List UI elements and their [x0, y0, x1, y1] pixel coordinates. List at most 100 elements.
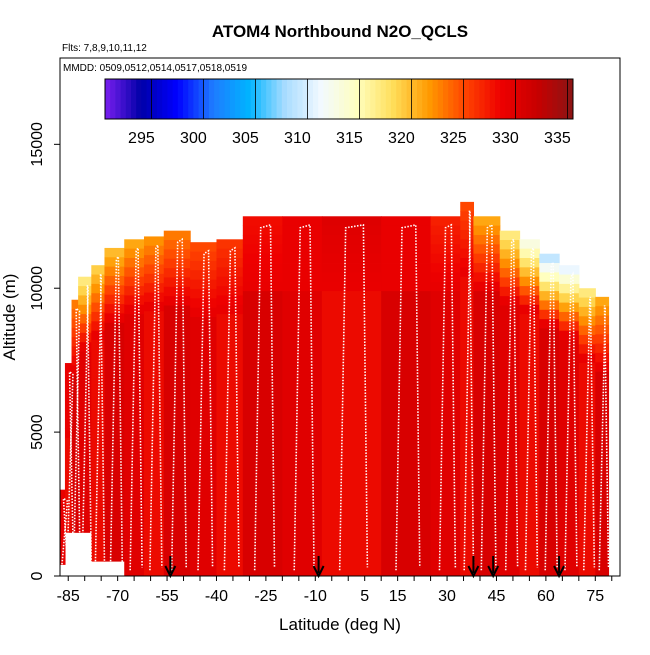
heatmap-cell: [60, 536, 66, 547]
heatmap-cell: [595, 296, 610, 307]
x-axis: -85 -70 -55 -40 -25 -10 5 15 30 45 60 75: [57, 576, 613, 605]
heatmap-cell: [64, 391, 73, 401]
heatmap-cell: [519, 276, 540, 287]
colorbar-segment: [115, 79, 122, 119]
heatmap-cell: [104, 275, 125, 286]
heatmap-cell: [321, 244, 382, 255]
colorbar-segment: [209, 79, 215, 119]
heatmap-cell: [124, 304, 145, 315]
flight-profile-layer: [60, 210, 610, 571]
colorbar-segment: [250, 79, 257, 119]
colorbar-segment: [240, 79, 246, 119]
colorbar-segment: [307, 79, 314, 119]
heatmap-cell: [559, 293, 580, 304]
heatmap-cell: [460, 239, 475, 250]
heatmap-cell: [282, 263, 323, 273]
heatmap-cell: [321, 234, 382, 245]
heatmap-cell: [71, 327, 79, 338]
heatmap-cell: [91, 321, 106, 332]
heatmap-cell: [559, 283, 580, 294]
colorbar-segment: [287, 79, 293, 119]
heatmap-cell: [242, 244, 283, 255]
heatmap-cell: [595, 362, 610, 373]
heatmap-cell: [539, 328, 560, 576]
colorbar-segment: [437, 79, 444, 119]
heatmap-cell: [144, 283, 165, 293]
colorbar-segment: [391, 79, 397, 119]
heatmap-cell: [321, 272, 382, 283]
colorbar-segment: [136, 79, 142, 119]
plot-frame: [59, 57, 621, 577]
heatmap-cell: [91, 311, 106, 322]
colorbar-segment: [484, 79, 491, 119]
heatmap-cell: [242, 253, 283, 264]
flight-profile-trace: [463, 210, 475, 571]
heatmap-cell: [321, 216, 382, 227]
heatmap-cell: [144, 236, 165, 247]
colorbar-segment: [131, 79, 137, 119]
heatmap-cell: [190, 307, 218, 318]
heatmap-cell: [499, 296, 521, 306]
y-tick-label: 0: [29, 571, 46, 580]
heatmap-cell: [539, 291, 560, 301]
heatmap-cell: [595, 334, 610, 345]
colorbar-segment: [271, 79, 278, 119]
heatmap-cell: [163, 296, 191, 306]
heatmap-cell: [78, 304, 92, 315]
heatmap-cell: [64, 400, 73, 411]
heatmap-cell: [78, 314, 92, 324]
flight-profile-trace: [253, 223, 276, 571]
heatmap-cell: [519, 314, 540, 576]
colorbar-segment: [323, 79, 330, 119]
colorbar-segment: [141, 79, 148, 119]
heatmap-cell: [78, 295, 92, 306]
colorbar-segment: [536, 79, 543, 119]
heatmap-cell: [473, 216, 501, 227]
heatmap-cell: [321, 281, 382, 292]
heatmap-cell: [460, 211, 475, 221]
heatmap-cell: [539, 281, 560, 292]
colorbar-segment: [443, 79, 449, 119]
colorbar-tick-label: 295: [128, 130, 155, 147]
heatmap-cell: [473, 253, 501, 264]
heatmap-cell: [519, 258, 540, 268]
colorbar-segment: [177, 79, 184, 119]
heatmap-cell: [216, 314, 244, 576]
heatmap-cell: [91, 283, 106, 294]
heatmap-cell: [381, 291, 432, 576]
heatmap-layer: [60, 201, 610, 576]
flight-profile-trace: [170, 237, 188, 571]
colorbar-segment: [380, 79, 387, 119]
heatmap-cell: [381, 234, 432, 245]
heatmap-cell: [595, 343, 610, 354]
heatmap-cell: [282, 216, 323, 227]
heatmap-cell: [78, 332, 92, 343]
colorbar-segment: [422, 79, 428, 119]
colorbar-segment: [167, 79, 174, 119]
colorbar-segment: [453, 79, 460, 119]
heatmap-cell: [71, 309, 79, 319]
flight-profile-trace: [60, 496, 69, 571]
heatmap-cell: [242, 216, 283, 227]
colorbar-segment: [515, 79, 522, 119]
flight-profile-trace: [293, 223, 315, 571]
heatmap-cell: [282, 234, 323, 245]
heatmap-cell: [163, 286, 191, 297]
heatmap-cell: [216, 304, 244, 315]
colorbar-segment: [458, 79, 465, 119]
x-tick-label: -70: [106, 588, 129, 605]
heatmap-cell: [216, 248, 244, 259]
heatmap-cell: [578, 288, 596, 298]
heatmap-cell: [242, 291, 283, 576]
heatmap-cell: [595, 315, 610, 326]
heatmap-cell: [499, 258, 521, 269]
heatmap-cell: [104, 247, 125, 258]
colorbar-segment: [385, 79, 392, 119]
colorbar-segment: [318, 79, 324, 119]
x-tick-label: 60: [537, 588, 555, 605]
heatmap-cell: [282, 244, 323, 255]
heatmap-cell: [78, 323, 92, 334]
heatmap-cell: [430, 291, 461, 576]
heatmap-cell: [430, 263, 461, 273]
